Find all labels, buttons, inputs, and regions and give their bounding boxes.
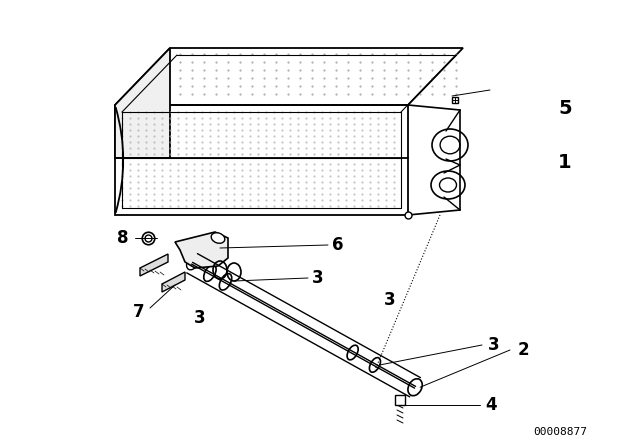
Text: 3: 3 [384,291,396,309]
Text: 5: 5 [558,99,572,117]
Text: 4: 4 [485,396,497,414]
Text: 00008877: 00008877 [533,427,587,437]
Ellipse shape [431,171,465,199]
Text: 3: 3 [312,269,324,287]
Text: 7: 7 [133,303,145,321]
Polygon shape [175,232,228,268]
Ellipse shape [432,129,468,161]
Polygon shape [115,48,170,158]
Ellipse shape [408,379,422,396]
Text: 3: 3 [194,309,206,327]
Text: 1: 1 [558,152,572,172]
Ellipse shape [186,257,198,270]
Text: 2: 2 [518,341,530,359]
Polygon shape [162,272,185,292]
Text: 3: 3 [488,336,500,354]
Text: 8: 8 [116,229,128,247]
Polygon shape [140,254,168,276]
Text: 6: 6 [332,236,344,254]
Ellipse shape [211,233,225,243]
